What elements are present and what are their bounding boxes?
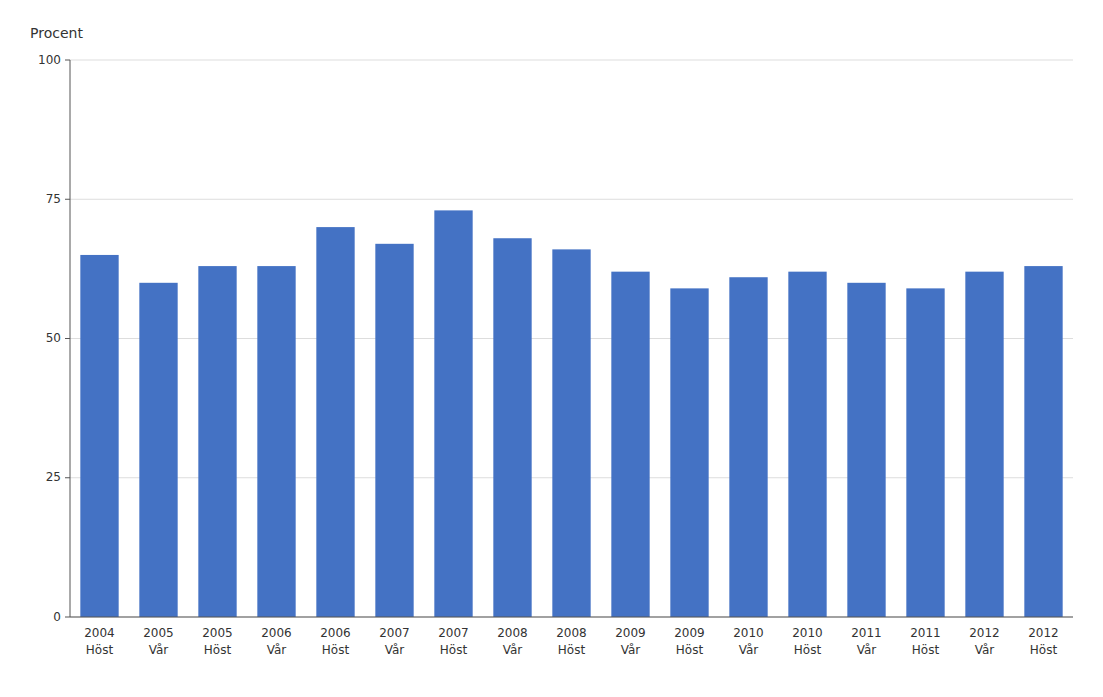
bar (375, 244, 413, 617)
tick-label: 2007Höst (438, 626, 469, 657)
tick-label: 2005Vår (143, 626, 174, 657)
y-axis-line (70, 60, 71, 617)
y-axis: 0 25 50 75 100 (38, 53, 1073, 624)
tick-mark (65, 338, 70, 339)
tick-label: 2008Höst (556, 626, 587, 657)
tick-label: 2011Höst (910, 626, 941, 657)
x-axis: 2004Höst 2005Vår 2005Höst 2006Vår 2006Höst 20… (84, 626, 1059, 657)
bar (493, 238, 531, 617)
grid-line (70, 60, 1073, 61)
tick-label: 2004Höst (84, 626, 115, 657)
tick-label: 75 (46, 192, 61, 206)
tick-label: 100 (38, 53, 61, 67)
bar (434, 210, 472, 617)
bar (965, 272, 1003, 617)
grid-line (70, 199, 1073, 200)
bar (670, 288, 708, 617)
tick-label: 25 (46, 470, 61, 484)
tick-label: 2011Vår (851, 626, 882, 657)
tick-label: 2005Höst (202, 626, 233, 657)
tick-label: 2009Vår (615, 626, 646, 657)
bar (906, 288, 944, 617)
chart: 0 25 50 75 100 2004Höst 2005Vår 2005Höst 2006Vår… (0, 0, 1103, 697)
tick-label: 2012Vår (969, 626, 1000, 657)
tick-label: 2010Höst (792, 626, 823, 657)
tick-label: 50 (46, 331, 61, 345)
tick-mark (65, 477, 70, 478)
bar (788, 272, 826, 617)
tick-label: 0 (53, 610, 61, 624)
tick-mark (65, 199, 70, 200)
tick-label: 2006Vår (261, 626, 292, 657)
bar (257, 266, 295, 617)
bar (139, 283, 177, 617)
bar (80, 255, 118, 617)
bar (1024, 266, 1062, 617)
bar (611, 272, 649, 617)
tick-label: 2009Höst (674, 626, 705, 657)
bar (552, 249, 590, 617)
grid-line (70, 617, 1073, 618)
axis-label: Procent (30, 25, 83, 41)
tick-label: 2012Höst (1028, 626, 1059, 657)
tick-mark (65, 617, 70, 618)
tick-label: 2008Vår (497, 626, 528, 657)
tick-label: 2010Vår (733, 626, 764, 657)
tick-label: 2007Vår (379, 626, 410, 657)
tick-label: 2006Höst (320, 626, 351, 657)
bar (729, 277, 767, 617)
x-axis-line (70, 617, 1073, 618)
bar (316, 227, 354, 617)
bars (80, 210, 1062, 617)
bar (847, 283, 885, 617)
tick-mark (65, 60, 70, 61)
axes (70, 60, 1073, 617)
bar (198, 266, 236, 617)
